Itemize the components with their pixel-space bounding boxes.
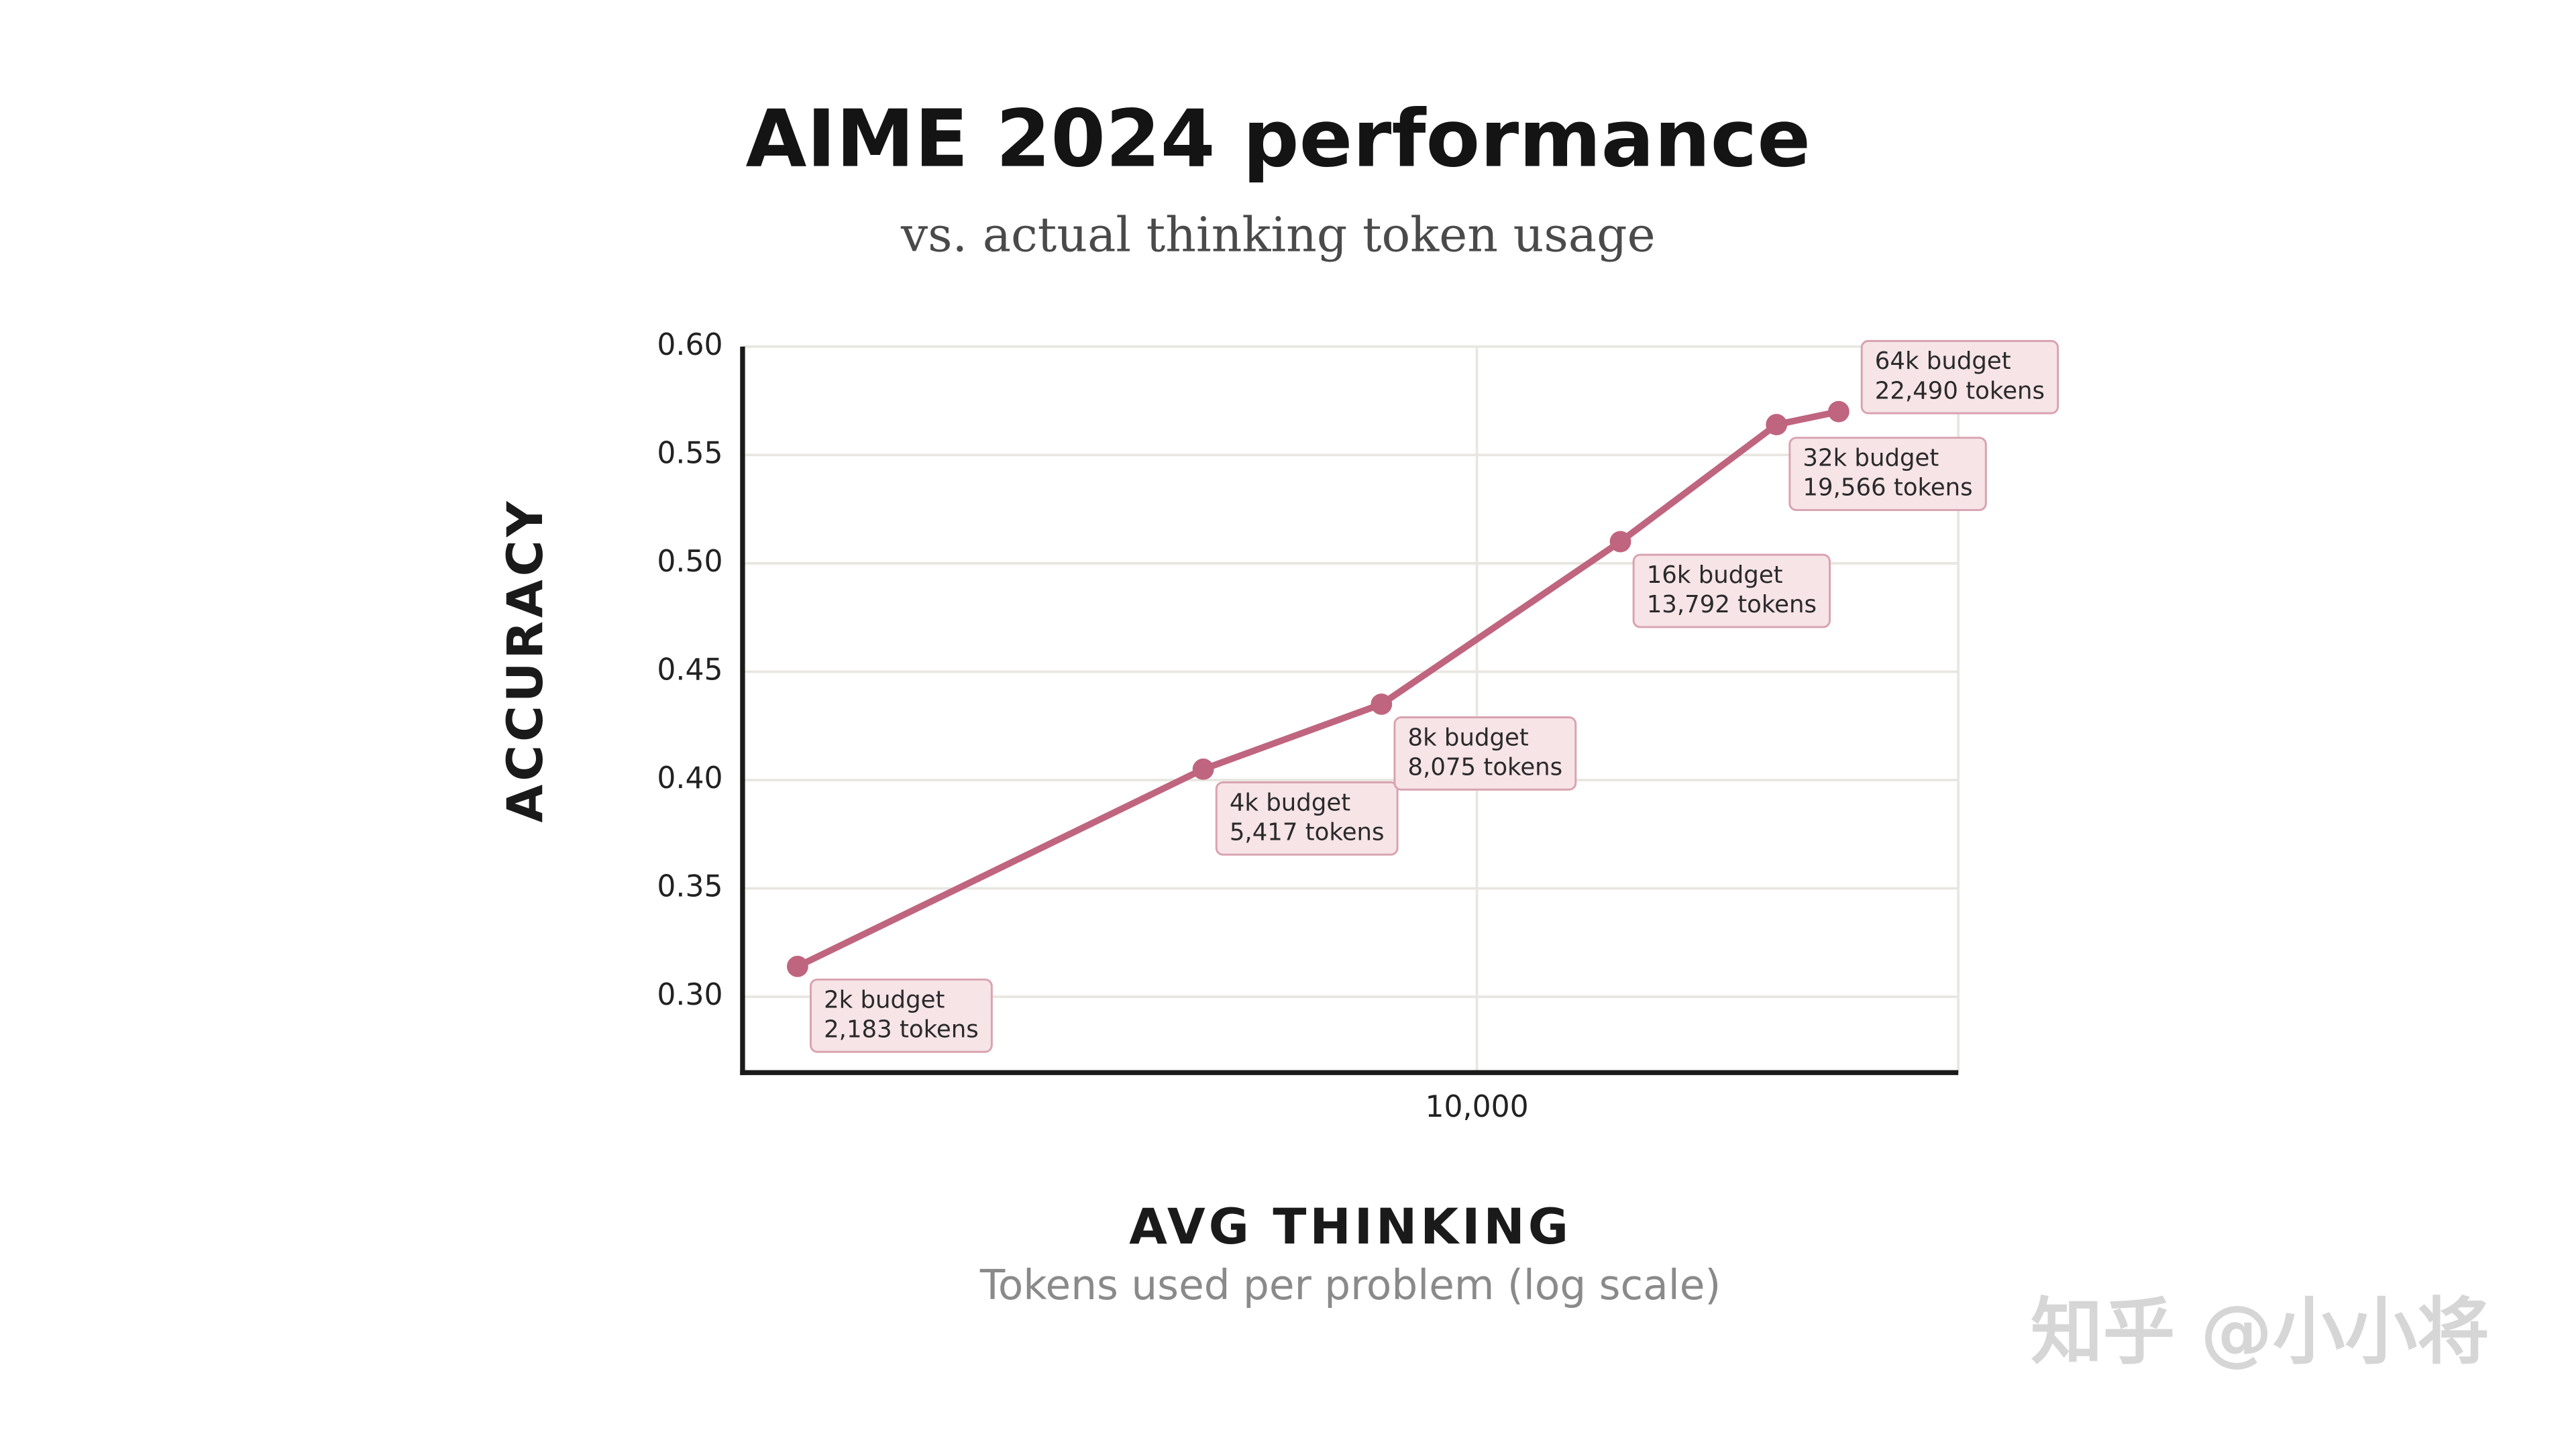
watermark: 知乎 @小小将 bbox=[2031, 1290, 2489, 1374]
annotation-box bbox=[1860, 339, 2059, 415]
data-point bbox=[786, 955, 808, 977]
y-axis-title: ACCURACY bbox=[497, 498, 554, 823]
y-tick-label: 0.40 bbox=[657, 761, 722, 795]
y-tick-label: 0.45 bbox=[657, 653, 722, 687]
annotation-budget: 32k budget bbox=[1803, 445, 1939, 472]
annotation-tokens: 19,566 tokens bbox=[1803, 474, 1972, 502]
annotation-budget: 4k budget bbox=[1230, 789, 1350, 816]
data-point bbox=[1609, 531, 1631, 553]
data-line bbox=[796, 408, 1839, 970]
annotation-tokens: 13,792 tokens bbox=[1647, 591, 1817, 618]
y-tick-label: 0.60 bbox=[657, 328, 722, 362]
x-tick-label: 10,000 bbox=[1425, 1090, 1528, 1124]
data-point bbox=[1827, 400, 1849, 423]
annotation-budget: 2k budget bbox=[824, 986, 945, 1013]
y-tick-label: 0.50 bbox=[657, 545, 722, 579]
data-point bbox=[1371, 693, 1393, 715]
annotation-budget: 8k budget bbox=[1408, 724, 1529, 751]
data-point bbox=[1192, 758, 1214, 780]
y-tick-label: 0.55 bbox=[657, 436, 722, 470]
plot-area: 0.30 0.35 0.40 0.45 0.50 0.55 0.60 10,000 2k bud… bbox=[657, 328, 2059, 1124]
annotation-box bbox=[810, 978, 993, 1053]
data-point bbox=[1766, 414, 1788, 435]
chart-subtitle: vs. actual thinking token usage bbox=[900, 207, 1656, 263]
annotation-box bbox=[1215, 781, 1399, 856]
chart-title: AIME 2024 performance bbox=[746, 93, 1811, 184]
annotation-budget: 16k budget bbox=[1647, 561, 1783, 589]
annotation-box bbox=[1788, 437, 1987, 511]
annotation-budget: 64k budget bbox=[1875, 347, 2011, 375]
annotation-tokens: 22,490 tokens bbox=[1875, 377, 2045, 404]
annotation-box bbox=[1632, 553, 1831, 628]
x-axis-title: AVG THINKING bbox=[1129, 1199, 1572, 1256]
annotation-tokens: 5,417 tokens bbox=[1230, 818, 1385, 846]
annotation-tokens: 2,183 tokens bbox=[824, 1015, 979, 1043]
x-axis-subtitle: Tokens used per problem (log scale) bbox=[979, 1262, 1721, 1309]
y-tick-label: 0.30 bbox=[657, 978, 722, 1012]
annotation-tokens: 8,075 tokens bbox=[1408, 753, 1563, 781]
annotation-box bbox=[1393, 716, 1577, 791]
y-tick-label: 0.35 bbox=[657, 870, 722, 904]
